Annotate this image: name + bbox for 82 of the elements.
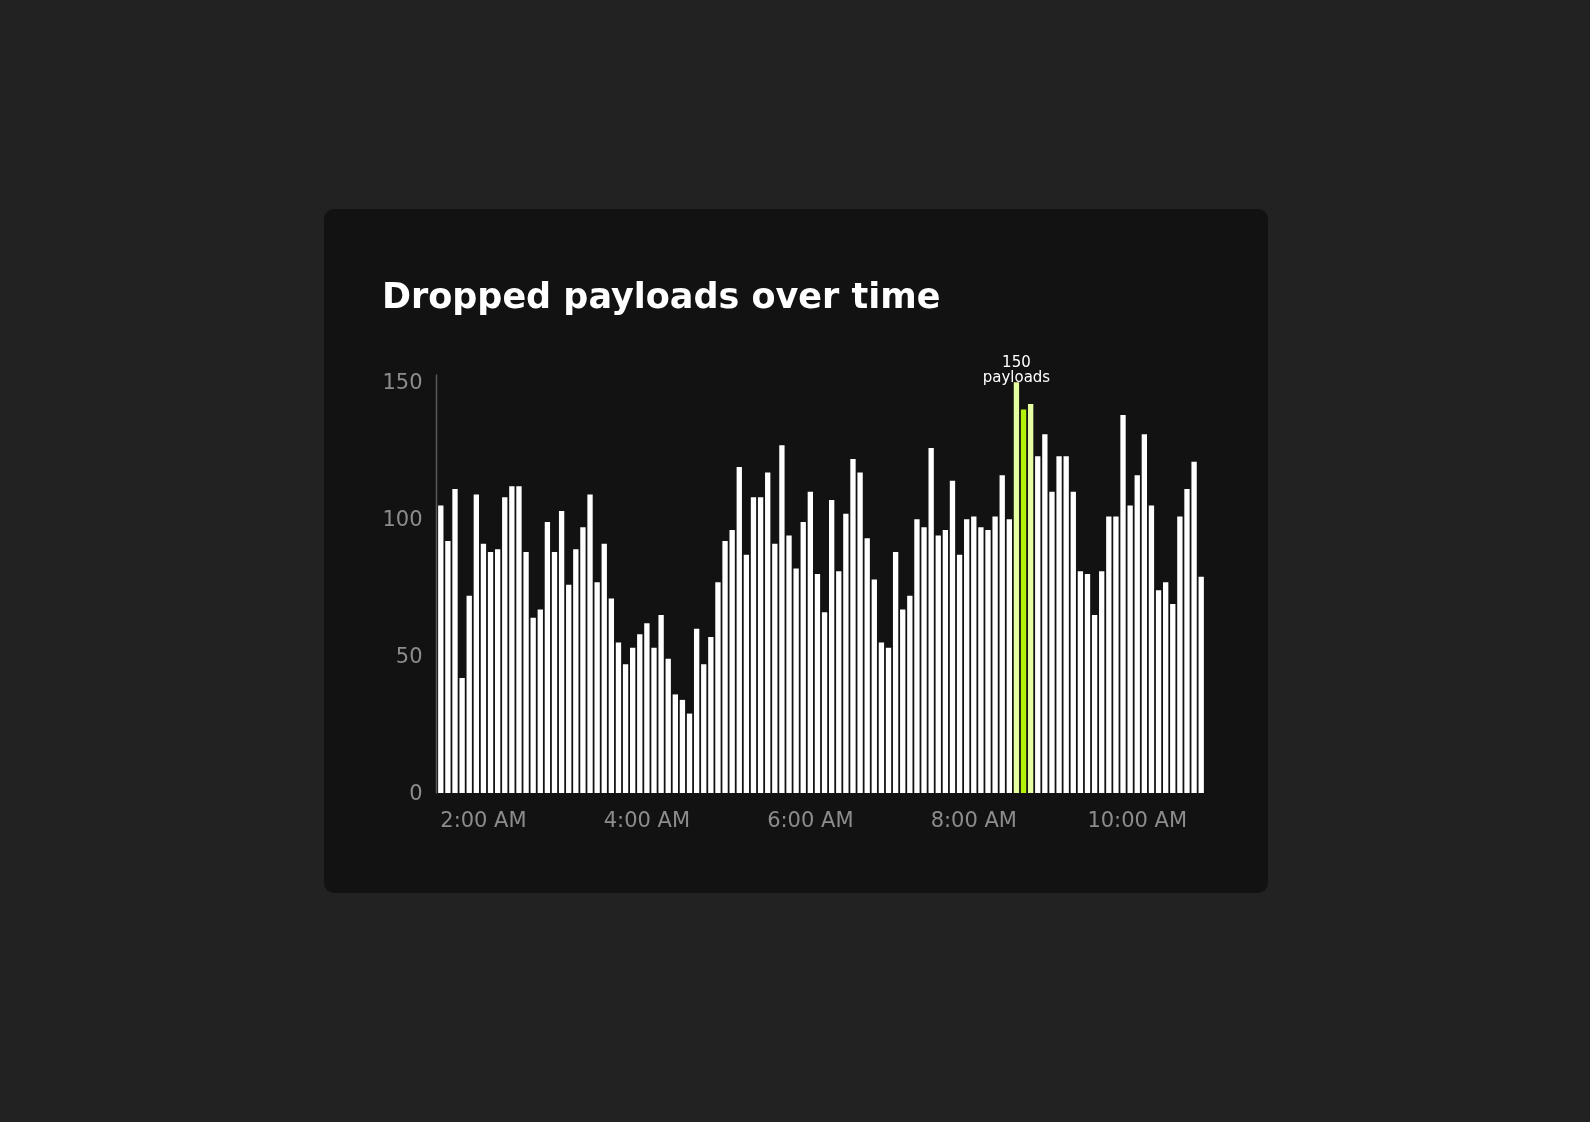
bar bbox=[686, 713, 693, 793]
annotation: 150 payloads bbox=[982, 353, 1051, 387]
bar bbox=[956, 554, 963, 793]
y-tick-label: 100 bbox=[382, 506, 423, 531]
bar bbox=[907, 595, 913, 793]
bar bbox=[807, 491, 814, 793]
bar bbox=[601, 543, 607, 793]
y-tick-label: 150 bbox=[382, 369, 423, 394]
bar bbox=[630, 647, 636, 793]
bar bbox=[1099, 571, 1105, 793]
bar bbox=[622, 664, 629, 793]
y-tick-label: 50 bbox=[395, 643, 423, 668]
bar bbox=[1148, 505, 1155, 793]
bar bbox=[466, 595, 472, 793]
bar bbox=[971, 516, 977, 793]
x-tick-label: 4:00 AM bbox=[603, 807, 691, 832]
x-tick-label: 8:00 AM bbox=[930, 807, 1017, 832]
bar bbox=[480, 543, 487, 793]
bar bbox=[1006, 519, 1012, 793]
bar bbox=[487, 552, 494, 793]
bar bbox=[1141, 434, 1148, 793]
bar bbox=[1198, 576, 1204, 793]
bar bbox=[900, 609, 906, 793]
bar bbox=[1077, 571, 1084, 793]
bar bbox=[743, 554, 750, 793]
x-tick-label: 2:00 AM bbox=[440, 807, 527, 832]
bar bbox=[757, 497, 764, 793]
bar bbox=[1163, 582, 1169, 793]
bar bbox=[942, 530, 949, 793]
bar bbox=[878, 642, 885, 793]
bar bbox=[566, 584, 572, 793]
bar bbox=[438, 505, 444, 793]
bar bbox=[999, 475, 1005, 793]
bar bbox=[800, 521, 806, 793]
bar bbox=[765, 472, 771, 793]
bar bbox=[637, 634, 643, 793]
bar bbox=[1070, 491, 1076, 793]
bar bbox=[885, 647, 892, 793]
bar bbox=[551, 552, 558, 793]
bar bbox=[1035, 456, 1041, 793]
bar bbox=[772, 543, 778, 793]
bar bbox=[544, 521, 551, 793]
x-tick-label: 6:00 AM bbox=[767, 807, 854, 832]
bar bbox=[892, 552, 899, 793]
bar bbox=[729, 530, 735, 793]
bar bbox=[494, 549, 501, 793]
bar bbox=[828, 499, 835, 793]
bar bbox=[672, 694, 678, 793]
bar bbox=[473, 494, 479, 793]
bar bbox=[693, 628, 700, 793]
bar bbox=[821, 612, 828, 793]
bar bbox=[964, 519, 970, 793]
bar bbox=[836, 571, 842, 793]
bar bbox=[1084, 573, 1091, 793]
bar bbox=[615, 642, 622, 793]
bar bbox=[558, 510, 565, 793]
y-tick-label: 0 bbox=[409, 780, 423, 805]
bar bbox=[864, 538, 870, 793]
bar bbox=[573, 549, 579, 793]
bar bbox=[1063, 456, 1069, 793]
chart-title: Dropped payloads over time bbox=[381, 276, 941, 317]
bar bbox=[1106, 516, 1112, 793]
bar bbox=[871, 579, 877, 793]
bar bbox=[679, 699, 686, 793]
bar bbox=[1155, 590, 1162, 793]
bar bbox=[1091, 614, 1098, 793]
bar bbox=[608, 598, 615, 793]
bar bbox=[537, 609, 543, 793]
bar bbox=[530, 617, 536, 793]
bar bbox=[665, 658, 671, 793]
bar bbox=[1020, 409, 1027, 793]
bar bbox=[502, 497, 508, 793]
x-tick-label: 10:00 AM bbox=[1087, 807, 1188, 832]
bar bbox=[1134, 475, 1140, 793]
bar bbox=[701, 664, 707, 793]
bar bbox=[814, 573, 821, 793]
bar bbox=[736, 467, 742, 793]
bar bbox=[949, 480, 956, 793]
bar bbox=[1170, 604, 1176, 793]
bar bbox=[750, 497, 757, 793]
bar bbox=[935, 535, 941, 793]
bar bbox=[1027, 404, 1034, 793]
